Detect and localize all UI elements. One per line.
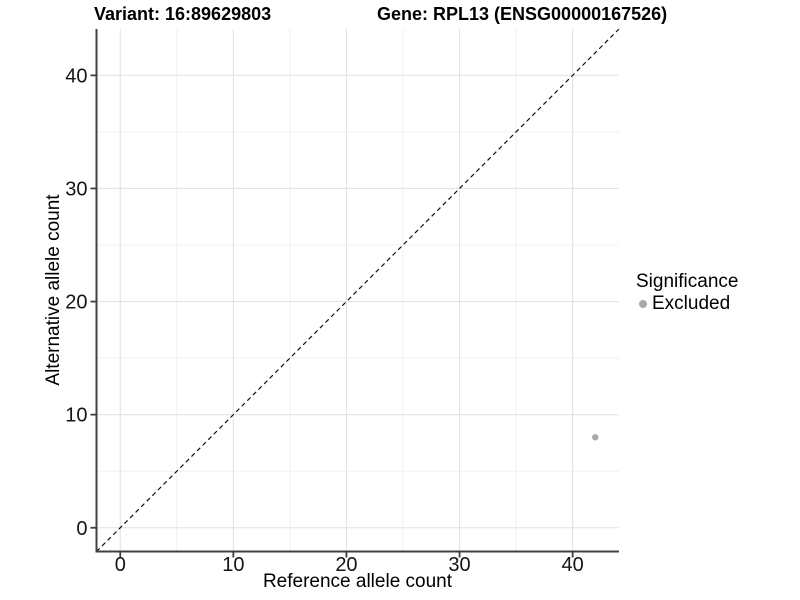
y-tick-label: 10 <box>65 405 87 427</box>
legend-point-icon <box>639 300 647 308</box>
y-axis-title: Alternative allele count <box>43 194 64 386</box>
y-tick-label: 30 <box>65 178 87 200</box>
x-tick-label: 20 <box>335 554 357 576</box>
x-tick-label: 0 <box>115 554 126 576</box>
y-tick-label: 20 <box>65 292 87 314</box>
legend-item-label: Excluded <box>652 293 731 314</box>
x-tick-label: 30 <box>448 554 470 576</box>
x-tick-label: 10 <box>222 554 244 576</box>
x-axis-title: Reference allele count <box>262 571 453 592</box>
y-tick-label: 40 <box>65 65 87 87</box>
legend-item-excluded: Excluded <box>636 293 738 315</box>
variant-title: Variant: 16:89629803 <box>94 4 272 24</box>
data-point <box>592 434 599 441</box>
legend-title: Significance <box>636 271 739 292</box>
identity-line <box>96 28 620 552</box>
gene-title: Gene: RPL13 (ENSG00000167526) <box>377 4 668 24</box>
x-tick-label: 40 <box>562 554 584 576</box>
legend: Significance Excluded <box>636 271 738 315</box>
y-tick-label: 0 <box>76 518 87 540</box>
